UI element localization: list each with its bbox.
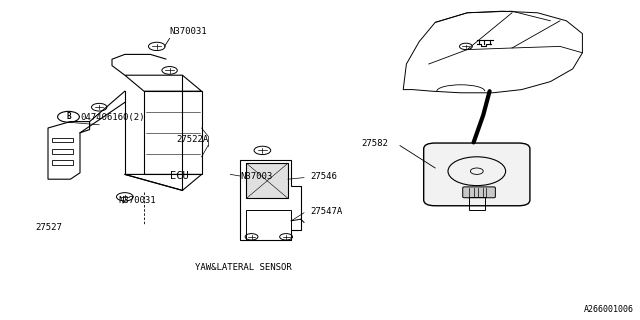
Polygon shape bbox=[246, 163, 288, 198]
Text: 27546: 27546 bbox=[310, 172, 337, 181]
Text: N370031: N370031 bbox=[118, 196, 156, 205]
Text: 27527: 27527 bbox=[35, 223, 62, 232]
Text: N370031: N370031 bbox=[170, 27, 207, 36]
Bar bbox=[52, 138, 73, 142]
Text: 27582: 27582 bbox=[362, 139, 388, 148]
Text: N37003: N37003 bbox=[240, 172, 272, 181]
Bar bbox=[52, 160, 73, 165]
Text: YAW&LATERAL SENSOR: YAW&LATERAL SENSOR bbox=[195, 263, 292, 272]
Text: B: B bbox=[66, 112, 71, 121]
Bar bbox=[52, 149, 73, 154]
Text: ECU: ECU bbox=[170, 171, 188, 181]
Bar bbox=[469, 197, 485, 210]
Text: 047406160(2): 047406160(2) bbox=[80, 113, 145, 122]
FancyBboxPatch shape bbox=[424, 143, 530, 206]
Text: 27547A: 27547A bbox=[310, 207, 342, 216]
FancyBboxPatch shape bbox=[463, 187, 495, 198]
Text: 27522A: 27522A bbox=[176, 135, 208, 144]
Text: A266001006: A266001006 bbox=[584, 305, 634, 314]
